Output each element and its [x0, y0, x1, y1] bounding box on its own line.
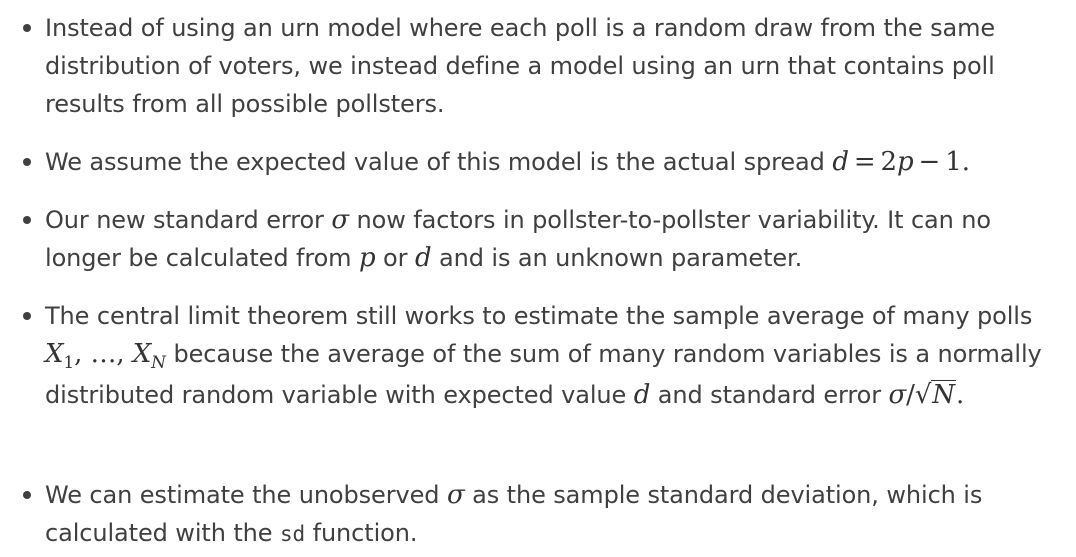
bullet-text: and standard error: [650, 381, 889, 409]
math-spread-formula: d = 2p −1.: [832, 147, 970, 177]
math-var-d: d: [832, 147, 849, 177]
math-comma: ,: [116, 339, 125, 369]
bullet-text: We can estimate the unobserved: [45, 481, 447, 509]
bullet-text: as the sample standard deviation, which …: [45, 481, 983, 547]
bullet-text: and is an unknown parameter.: [431, 244, 803, 272]
math-equals: =: [853, 147, 876, 177]
bullet-text: We assume the expected value of this mod…: [45, 148, 833, 176]
math-var-n: N: [931, 380, 956, 410]
bullet-text: Our new standard error: [45, 206, 332, 234]
bullet-text: because the average of the sum of many r…: [45, 340, 1042, 409]
inline-code-sd: sd: [279, 522, 306, 546]
math-minus: −: [918, 147, 941, 177]
bullet-item-expected-value: We assume the expected value of this mod…: [23, 143, 1055, 181]
math-var-x: X: [132, 339, 152, 369]
math-slash: /: [906, 380, 915, 410]
math-var-p: p: [897, 147, 914, 177]
math-ellipsis: …: [90, 339, 117, 369]
bullet-item-central-limit-theorem: The central limit theorem still works to…: [23, 297, 1055, 414]
math-var-sigma: σ: [888, 380, 907, 410]
math-subscript-1: 1: [63, 353, 75, 373]
bullet-text: function.: [305, 519, 418, 547]
math-number-one: 1: [945, 147, 962, 177]
math-number-two: 2: [880, 147, 898, 177]
math-var-sigma: σ: [446, 480, 465, 510]
math-var-d: d: [633, 380, 651, 410]
bullet-text: The central limit theorem still works to…: [45, 302, 1033, 330]
math-var-sigma: σ: [331, 205, 350, 235]
math-comma: ,: [74, 339, 83, 369]
math-sequence-x1-xn: X1, …, XN: [45, 339, 166, 373]
math-standard-error-formula: σ/√N.: [888, 380, 965, 410]
math-var-x: X: [45, 339, 64, 369]
bullet-item-estimate-sigma: We can estimate the unobserved σ as the …: [23, 476, 1055, 553]
bullet-text: Instead of using an urn model where each…: [45, 14, 996, 118]
math-sqrt: √N: [915, 376, 956, 414]
math-var-d: d: [414, 243, 432, 273]
math-period: .: [961, 147, 970, 177]
math-var-p: p: [358, 243, 376, 273]
math-sqrt-sign: √: [914, 380, 932, 410]
bullet-item-standard-error: Our new standard error σ now factors in …: [23, 201, 1055, 277]
bullet-item-urn-model: Instead of using an urn model where each…: [23, 9, 1055, 123]
bullet-text: or: [375, 244, 415, 272]
bullet-text: now factors in pollster-to-pollster vari…: [45, 206, 991, 272]
math-period: .: [955, 380, 965, 410]
math-subscript-n: N: [151, 353, 166, 373]
